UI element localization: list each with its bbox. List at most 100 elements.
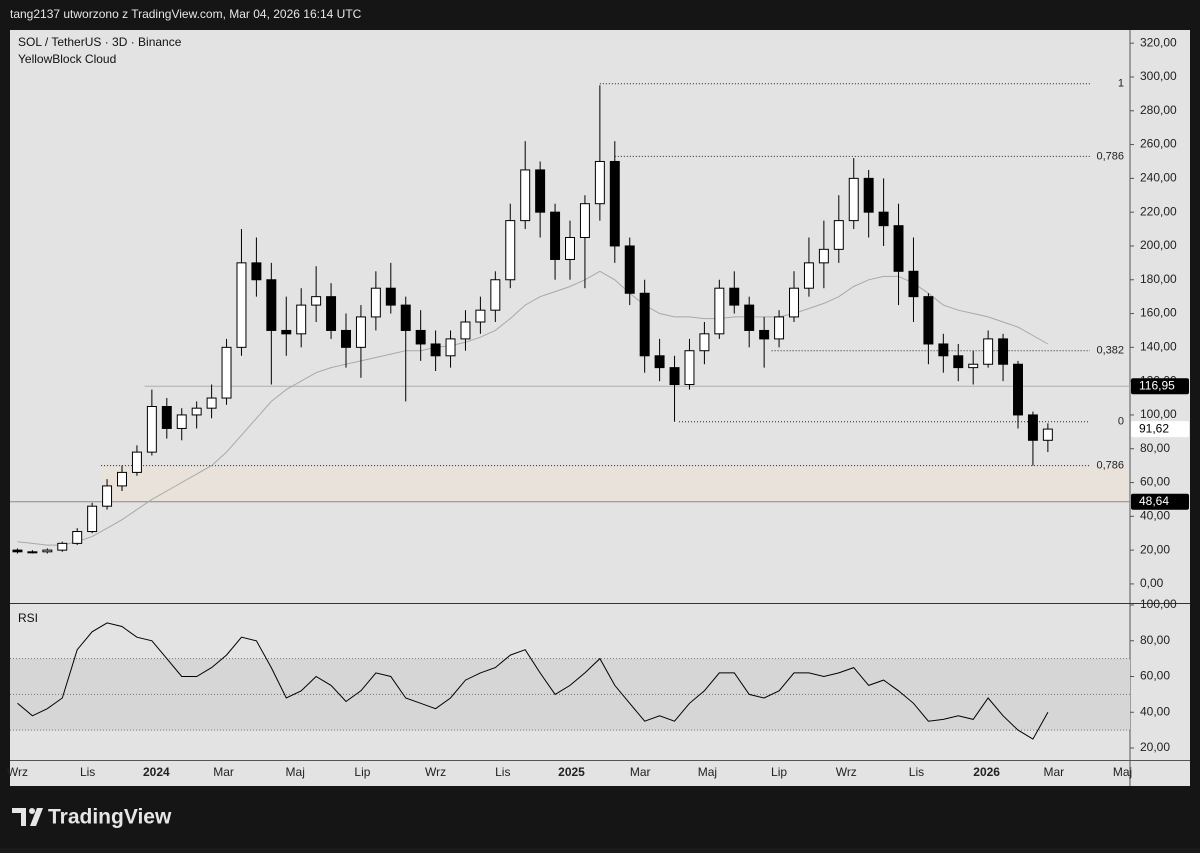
candle-body (699, 333, 710, 352)
candle-body (893, 225, 904, 272)
candle-body (983, 338, 994, 365)
candle-body (684, 350, 695, 386)
candle-body (72, 531, 83, 544)
candle-body (57, 542, 68, 551)
candle-body (87, 505, 98, 533)
y-tick-label: 140,00 (1140, 340, 1177, 354)
candle-body (789, 287, 799, 318)
candle-body (400, 304, 411, 331)
candle-body (669, 367, 680, 386)
candle-body (729, 287, 740, 306)
y-tick-label: 80,00 (1140, 441, 1170, 455)
candle-body (863, 177, 874, 213)
author-line: tang2137 utworzono z TradingView.com, Ma… (10, 7, 362, 21)
y-tick-label: 40,00 (1140, 704, 1170, 718)
y-tick-label: 220,00 (1140, 204, 1177, 218)
candle-body (565, 237, 575, 260)
brand-logo (12, 808, 43, 826)
x-tick-label: Mar (1044, 765, 1065, 779)
candle-body (221, 346, 232, 399)
candle-body (923, 296, 934, 345)
candle-body (505, 220, 516, 281)
candle-body (1042, 428, 1053, 441)
layer: 20,00 40,00 60,00 80,00 100,00 (10, 597, 1177, 754)
candle-body (415, 329, 426, 345)
y-tick-label: 200,00 (1140, 238, 1177, 252)
x-tick-label: 2024 (143, 765, 170, 779)
candle-body (176, 414, 187, 429)
candle-body (311, 296, 322, 306)
price-label-box (1131, 421, 1189, 438)
y-tick-label: 100,00 (1140, 407, 1177, 421)
x-tick-label: Mar (213, 765, 234, 779)
y-tick-label: 20,00 (1140, 740, 1170, 754)
y-tick-label: 40,00 (1140, 508, 1170, 522)
candle-body (266, 279, 277, 331)
candle-body (117, 471, 127, 487)
candle-body (161, 405, 172, 429)
x-tick-label: Maj (698, 765, 717, 779)
candle-body (968, 363, 979, 369)
y-tick-label: 180,00 (1140, 272, 1177, 286)
y-tick-label: 60,00 (1140, 475, 1170, 489)
y-tick-label: 300,00 (1140, 69, 1177, 83)
candle-body (191, 407, 202, 416)
candle-body (818, 248, 829, 264)
candle-body (878, 211, 889, 227)
y-tick-label: 260,00 (1140, 137, 1177, 151)
candle-body (146, 405, 157, 453)
candle-body (326, 296, 337, 331)
candle-body (639, 292, 650, 357)
brand-name: TradingView (48, 806, 172, 829)
price-label-box (1131, 378, 1189, 395)
candle-body (953, 355, 964, 369)
y-tick-label: 60,00 (1140, 669, 1170, 683)
x-tick-label: 2026 (973, 765, 1000, 779)
candle-body (370, 287, 381, 318)
candle-body (1027, 414, 1038, 441)
candle-body (594, 160, 605, 205)
price-label: 91,62 (1139, 421, 1169, 435)
y-tick-label: 0,00 (1140, 576, 1164, 590)
candle-body (460, 321, 471, 340)
rsi-line (17, 622, 1049, 740)
support-zone (101, 465, 1128, 502)
candle-body (550, 211, 561, 260)
x-tick-label: 2025 (558, 765, 585, 779)
candle-body (535, 169, 546, 213)
candle-body (430, 343, 441, 357)
y-tick-label: 280,00 (1140, 103, 1177, 117)
y-tick-label: 80,00 (1140, 633, 1170, 647)
y-tick-label: 160,00 (1140, 306, 1177, 320)
x-tick-label: Lis (909, 765, 924, 779)
x-tick-label: Lip (771, 765, 787, 779)
candle-body (206, 397, 217, 409)
candle-body (744, 304, 755, 331)
y-tick-label: 320,00 (1140, 35, 1177, 49)
x-tick-label: Wrz (7, 765, 28, 779)
price-label: 48,64 (1139, 494, 1169, 508)
candle-body (385, 287, 396, 306)
fib-label: 0,382 (1096, 345, 1124, 357)
candle-body (12, 549, 23, 553)
candle-body (1013, 363, 1023, 416)
candle-body (42, 549, 53, 553)
candle-body (938, 343, 949, 357)
y-tick-label: 100,00 (1140, 597, 1177, 611)
x-tick-label: Maj (1113, 765, 1132, 779)
candle-body (998, 338, 1009, 365)
x-tick-label: Lip (354, 765, 370, 779)
candle-body (236, 262, 247, 348)
candle-body (624, 245, 635, 294)
price-label-box (1131, 493, 1189, 510)
fib-label: 0 (1118, 416, 1124, 428)
candle-body (27, 551, 38, 554)
x-tick-label: Lis (495, 765, 510, 779)
layer: 1 0,786 0,382 0 0,786 0,00 20,00 40,00 60,00 80,0… (7, 35, 1189, 779)
candle-body (251, 262, 262, 281)
candle-body (102, 485, 113, 507)
symbol-title: SOL / TetherUS · 3D · Binance (18, 35, 182, 49)
candle-body (774, 316, 785, 340)
price-label: 116,95 (1139, 378, 1175, 392)
